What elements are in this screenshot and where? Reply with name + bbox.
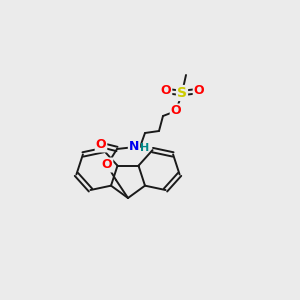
Text: O: O xyxy=(102,158,112,172)
Text: O: O xyxy=(194,85,204,98)
Text: O: O xyxy=(171,104,181,118)
Text: S: S xyxy=(177,86,187,100)
Text: H: H xyxy=(140,143,150,153)
Text: N: N xyxy=(129,140,139,154)
Text: O: O xyxy=(96,139,106,152)
Text: O: O xyxy=(161,85,171,98)
